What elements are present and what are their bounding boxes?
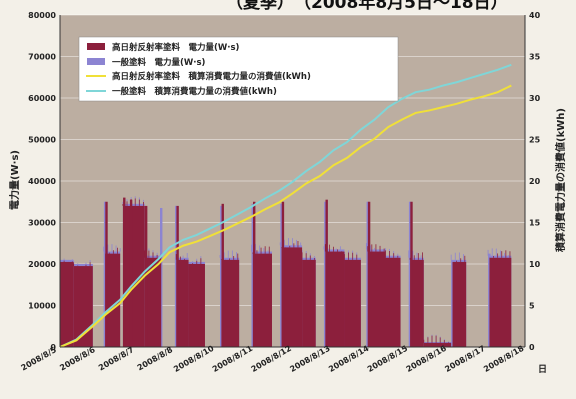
x-tick-label: 2008/8/10 xyxy=(172,344,216,374)
right-tick-label: 30 xyxy=(529,94,541,103)
reflective-paint-bar xyxy=(325,251,345,347)
y-axis-left-label: 電力量(W·s) xyxy=(8,150,21,210)
x-tick-label: 2008/8/17 xyxy=(443,344,486,374)
legend-background xyxy=(78,36,399,102)
x-tick-label: 2008/8/15 xyxy=(366,344,410,374)
reflective-paint-bar xyxy=(105,253,121,347)
x-tick-label: 2008/8/5 xyxy=(20,345,59,373)
reflective-paint-spike xyxy=(144,205,148,347)
x-tick-label: 2008/8/8 xyxy=(136,345,175,373)
right-tick-label: 20 xyxy=(529,177,541,186)
reflective-paint-bar xyxy=(176,259,189,347)
reflective-paint-bar xyxy=(252,253,272,347)
reflective-paint-spike xyxy=(367,201,371,347)
reflective-paint-bar xyxy=(302,259,316,347)
x-axis-label: 日 xyxy=(538,364,547,375)
reflective-paint-spike xyxy=(129,199,133,347)
reflective-paint-bar xyxy=(221,259,240,347)
right-tick-label: 0 xyxy=(529,343,535,352)
left-tick-label: 10000 xyxy=(28,302,56,311)
reflective-paint-bar xyxy=(144,257,162,347)
reflective-paint-bar xyxy=(73,266,93,347)
reflective-paint-spike xyxy=(281,201,285,347)
legend-swatch-general-bar xyxy=(87,58,105,65)
x-tick-label: 2008/8/14 xyxy=(327,344,371,374)
x-tick-label: 2008/8/7 xyxy=(97,345,135,372)
reflective-paint-bar xyxy=(122,205,145,347)
left-tick-label: 20000 xyxy=(28,260,56,269)
right-axis-ticks: 0 5 10 15 20 25 30 35 40 xyxy=(529,11,541,352)
reflective-paint-spike xyxy=(325,199,328,347)
reflective-paint-bar xyxy=(385,257,401,347)
right-tick-label: 10 xyxy=(529,260,541,269)
legend-label-general-bar: 一般塗料 電力量(W·s) xyxy=(112,57,206,68)
right-tick-label: 25 xyxy=(529,136,541,145)
general-paint-spike xyxy=(408,201,412,347)
axes xyxy=(59,15,526,348)
x-tick-label: 2008/8/18 xyxy=(482,344,526,374)
reflective-paint-bar xyxy=(410,259,424,347)
legend-label-reflective-line: 高日射反射率塗料 積算消費電力量の消費値(kWh) xyxy=(112,71,311,82)
general-paint-spike xyxy=(160,207,163,347)
y-axis-right-label: 積算消費電力量の消費値(kWh) xyxy=(554,108,567,253)
reflective-paint-bar xyxy=(281,247,303,347)
reflective-paint-spike xyxy=(176,205,179,347)
left-tick-label: 40000 xyxy=(28,177,56,186)
reflective-paint-bar xyxy=(188,264,205,347)
x-axis-ticks: 2008/8/5 2008/8/6 2008/8/7 2008/8/82008/8/1… xyxy=(20,344,526,374)
chart-title: （夏季） （2008年8月5日～18日） xyxy=(226,0,508,13)
x-tick-label: 2008/8/12 xyxy=(250,344,293,374)
reflective-paint-bar xyxy=(423,342,452,347)
reflective-paint-bars xyxy=(59,197,512,347)
reflective-paint-spike xyxy=(105,201,108,347)
x-tick-label: 2008/8/13 xyxy=(288,344,331,374)
right-tick-label: 5 xyxy=(529,302,535,311)
left-tick-label: 0 xyxy=(50,343,56,352)
legend: 高日射反射率塗料 電力量(W·s) 一般塗料 電力量(W·s) 高日射反射率塗料… xyxy=(78,36,399,102)
reflective-paint-bar xyxy=(489,257,512,347)
reflective-paint-bar xyxy=(452,261,467,347)
cumulative-lines xyxy=(59,63,512,348)
reflective-paint-bar xyxy=(344,259,361,347)
left-tick-label: 60000 xyxy=(28,94,56,103)
left-tick-label: 50000 xyxy=(28,136,56,145)
right-tick-label: 15 xyxy=(529,219,541,228)
reflective-paint-bar xyxy=(60,261,74,347)
right-tick-label: 40 xyxy=(529,11,541,20)
legend-swatch-reflective-bar xyxy=(87,43,105,50)
legend-label-general-line: 一般塗料 積算消費電力量の消費値(kWh) xyxy=(112,86,277,97)
left-tick-label: 30000 xyxy=(28,219,56,228)
legend-label-reflective-bar: 高日射反射率塗料 電力量(W·s) xyxy=(112,42,240,53)
right-tick-label: 35 xyxy=(529,53,541,62)
reflective-paint-spike xyxy=(410,201,413,347)
left-axis-ticks: 0 10000 20000 30000 40000 50000 60000 70000 8000… xyxy=(28,11,56,352)
reflective-paint-spike xyxy=(253,201,256,347)
left-tick-label: 80000 xyxy=(28,11,56,20)
reflective-paint-spike xyxy=(123,197,126,347)
reflective-paint-spike xyxy=(221,203,224,347)
x-tick-label: 2008/8/6 xyxy=(58,345,97,373)
general-paint-spike xyxy=(251,203,255,347)
left-tick-label: 70000 xyxy=(28,53,56,62)
reflective-paint-bar xyxy=(367,251,386,347)
x-tick-label: 2008/8/11 xyxy=(211,344,255,374)
general-paint-cumulative-line xyxy=(59,63,512,348)
x-tick-label: 2008/8/16 xyxy=(405,344,449,374)
reflective-paint-cumulative-line xyxy=(59,84,512,348)
